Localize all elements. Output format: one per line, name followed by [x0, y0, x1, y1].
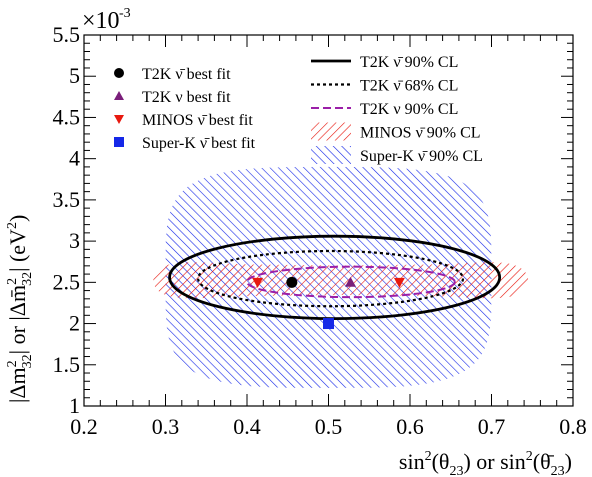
best-fit-point: [252, 277, 264, 288]
y-exponent-base: ×10: [82, 8, 120, 34]
legend-label: T2K ν̄ 90% CL: [360, 54, 458, 71]
x-tick-label: 0.7: [478, 414, 506, 439]
x-axis-ticks: 0.2 0.3 0.4 0.5 0.6 0.7 0.8: [70, 35, 587, 439]
legend-label: Super-K ν̄ best fit: [142, 135, 256, 152]
y-tick-label: 2: [69, 311, 80, 336]
x-axis-label: sin2(θ23) or sin2(θ̄23): [399, 449, 572, 477]
contour-regions: [153, 166, 529, 388]
y-tick-label: 1.5: [53, 352, 81, 377]
x-tick-label: 0.4: [233, 414, 261, 439]
legend-label: T2K ν̄ best fit: [142, 66, 231, 83]
x-tick-label: 0.3: [152, 414, 180, 439]
x-tick-label: 0.6: [396, 414, 424, 439]
best-fit-point: [286, 276, 298, 288]
legend-label: T2K ν 90% CL: [360, 101, 458, 118]
legend-label: MINOS ν̄ best fit: [142, 112, 253, 129]
x-tick-label: 0.2: [70, 414, 98, 439]
best-fit-point: [393, 277, 405, 288]
legend-label: T2K ν best fit: [142, 89, 231, 106]
legend-marker: [114, 68, 124, 78]
y-tick-label: 5.5: [53, 22, 81, 47]
legend-label: T2K ν̄ 68% CL: [360, 78, 458, 95]
y-tick-label: 3: [69, 228, 80, 253]
contour-dotted: [197, 249, 465, 308]
legend-label: Super-K ν̄ 90% CL: [360, 148, 483, 165]
y-tick-label: 2.5: [53, 269, 81, 294]
legend-label: MINOS ν̄ 90% CL: [360, 125, 481, 142]
x-tick-label: 0.8: [559, 414, 587, 439]
y-exponent-power: -3: [119, 6, 131, 21]
minos-90cl-region: [153, 262, 529, 299]
y-tick-label: 1: [69, 393, 80, 418]
best-fit-markers: [252, 276, 405, 330]
legend-marker: [114, 91, 124, 100]
y-tick-label: 3.5: [53, 187, 81, 212]
y-tick-label: 4.5: [53, 104, 81, 129]
legend-contours: T2K ν̄ 90% CL T2K ν̄ 68% CL T2K ν 90% CL MI…: [311, 54, 483, 165]
y-tick-label: 4: [69, 146, 80, 171]
x-tick-label: 0.5: [315, 414, 343, 439]
legend-best-fits: T2K ν̄ best fit T2K ν best fit MINOS ν̄ be…: [114, 66, 256, 152]
contour-dashed: [246, 265, 456, 299]
legend-swatch: [311, 122, 351, 141]
legend-marker: [114, 115, 124, 124]
best-fit-point: [323, 318, 334, 330]
best-fit-point: [345, 276, 357, 287]
legend-marker: [114, 137, 124, 147]
y-axis-label: |Δm232| or |Δm̄232| (eV2): [5, 215, 35, 403]
contour-lines: [168, 234, 502, 321]
contour-solid: [168, 234, 502, 321]
y-axis-ticks: 1 1.5 2 2.5 3 3.5 4 4.5 5 5.5: [53, 22, 573, 418]
legend-swatch: [311, 146, 351, 164]
y-tick-label: 5: [69, 63, 80, 88]
